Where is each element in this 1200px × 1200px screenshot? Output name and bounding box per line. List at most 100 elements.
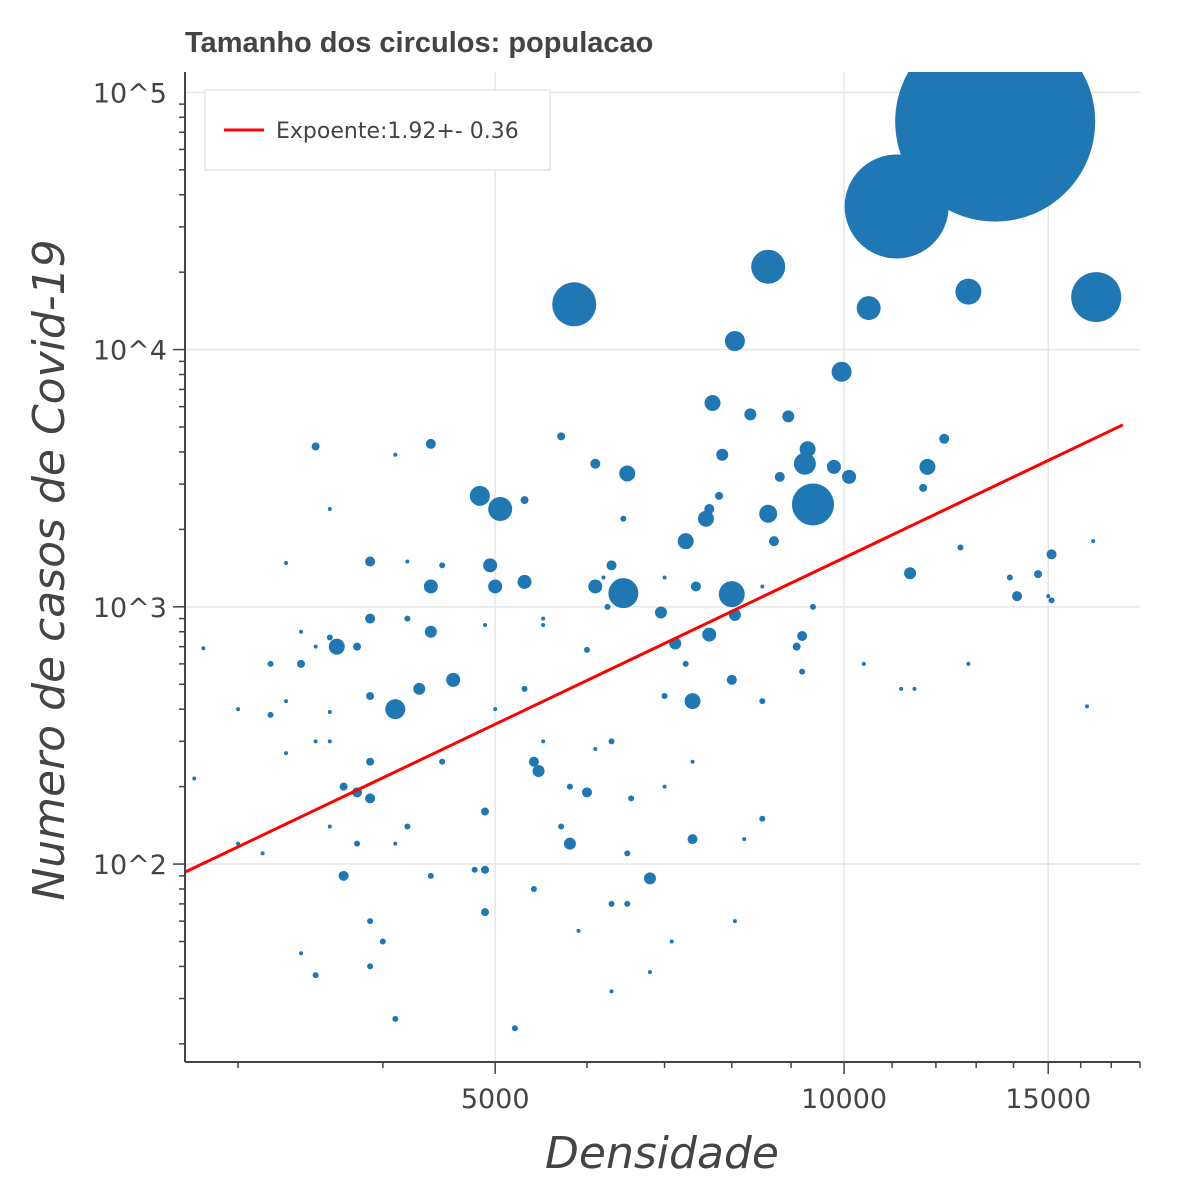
data-point — [581, 787, 592, 798]
data-point — [844, 154, 949, 259]
data-point — [471, 866, 478, 873]
data-point — [517, 574, 532, 589]
y-tick-label: 10^4 — [93, 336, 167, 367]
data-point — [366, 757, 375, 766]
data-point — [647, 970, 652, 975]
data-point — [326, 634, 333, 641]
data-point — [481, 908, 490, 917]
data-point — [530, 885, 537, 892]
data-point — [481, 807, 490, 816]
data-point — [1034, 570, 1043, 579]
data-point — [488, 497, 513, 522]
fit-line — [184, 423, 1124, 874]
data-point — [697, 510, 714, 527]
data-point — [792, 642, 801, 651]
data-point — [1084, 704, 1089, 709]
data-point — [493, 707, 498, 712]
data-point — [726, 674, 737, 685]
data-point — [313, 644, 318, 649]
data-point — [624, 850, 631, 857]
data-point — [413, 682, 426, 695]
data-point — [313, 739, 318, 744]
data-point — [608, 578, 639, 609]
data-point — [899, 686, 904, 691]
data-point — [732, 919, 737, 924]
data-point — [912, 686, 917, 691]
legend: Expoente:1.92+- 0.36 — [204, 89, 551, 171]
data-point — [392, 1015, 399, 1022]
data-point — [541, 739, 546, 744]
data-point — [299, 629, 304, 634]
data-point — [769, 536, 780, 547]
data-point — [799, 668, 806, 675]
data-point — [528, 756, 539, 767]
data-point — [405, 559, 410, 564]
data-point — [367, 963, 374, 970]
data-point — [716, 448, 729, 461]
data-point — [439, 758, 446, 765]
data-point — [677, 533, 694, 550]
data-point — [662, 784, 667, 789]
data-point — [1048, 597, 1055, 604]
data-point — [404, 823, 411, 830]
data-point — [643, 872, 656, 885]
data-point — [404, 615, 411, 622]
data-point — [297, 659, 306, 668]
data-point — [669, 939, 674, 944]
chart-title: Tamanho dos circulos: populacao — [185, 27, 653, 59]
data-point — [684, 693, 701, 710]
data-point — [367, 918, 374, 925]
x-tick-label: 10000 — [801, 1084, 887, 1115]
data-point — [742, 837, 747, 842]
data-point — [588, 579, 603, 594]
data-point — [608, 738, 615, 745]
data-point — [236, 841, 241, 846]
data-point — [327, 507, 332, 512]
data-point — [469, 485, 490, 506]
axes — [173, 72, 1141, 1074]
data-point — [624, 900, 631, 907]
data-point — [424, 625, 437, 638]
data-point — [608, 900, 615, 907]
data-point — [895, 72, 1096, 222]
data-point — [690, 759, 695, 764]
data-point — [427, 872, 434, 879]
data-point — [284, 751, 289, 756]
data-point — [797, 631, 808, 642]
data-point — [511, 1025, 518, 1032]
data-point — [654, 606, 667, 619]
data-point — [236, 707, 241, 712]
data-point — [552, 282, 597, 327]
data-point — [799, 441, 816, 458]
data-point — [1091, 539, 1096, 544]
data-point — [563, 837, 576, 850]
data-point — [483, 558, 498, 573]
data-point — [267, 711, 274, 718]
data-point — [299, 951, 304, 956]
data-point — [284, 699, 289, 704]
data-point — [919, 483, 928, 492]
data-point — [704, 504, 715, 515]
data-point — [619, 465, 636, 482]
data-point — [957, 544, 964, 551]
data-point — [520, 496, 529, 505]
data-point — [687, 834, 698, 845]
x-axis-label: Densidade — [545, 1128, 779, 1179]
data-point — [682, 660, 689, 667]
data-point — [201, 646, 206, 651]
data-point — [260, 851, 265, 856]
y-tick-label: 10^2 — [93, 850, 167, 881]
tick-labels: 5000 10000 15000 10^2 10^3 10^4 10^5 — [93, 78, 1091, 1115]
data-point — [628, 795, 635, 802]
data-point — [393, 841, 398, 846]
data-point — [557, 432, 566, 441]
data-point — [704, 394, 721, 411]
data-point — [606, 560, 617, 571]
data-point — [793, 452, 816, 475]
data-point — [327, 824, 332, 829]
data-point — [620, 515, 627, 522]
fit-line-group — [184, 423, 1124, 874]
data-point — [327, 710, 332, 715]
data-point — [576, 928, 581, 933]
data-point — [338, 870, 349, 881]
